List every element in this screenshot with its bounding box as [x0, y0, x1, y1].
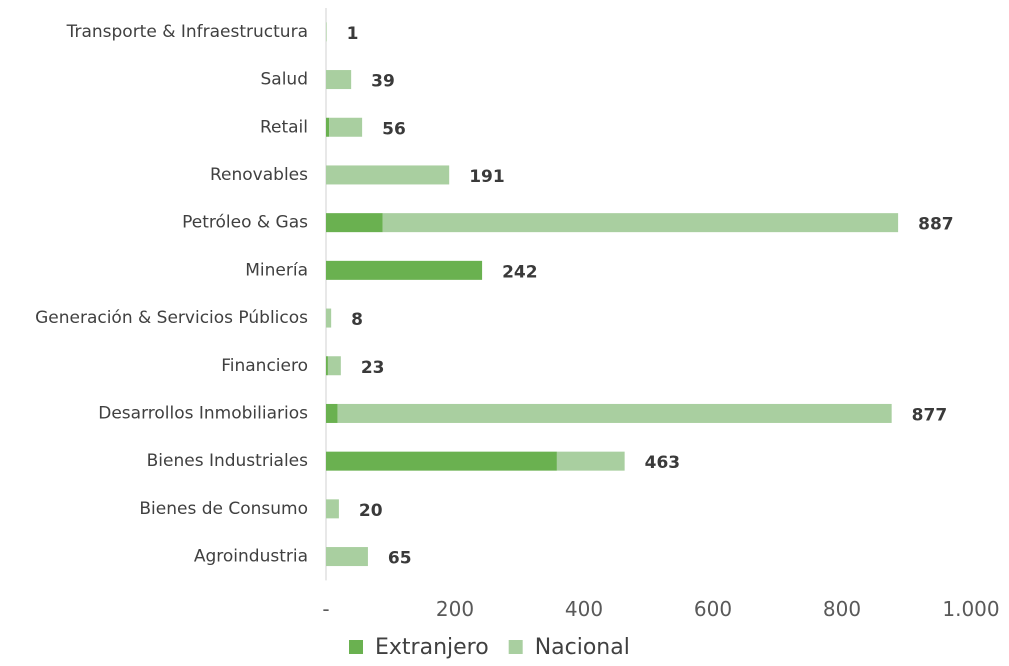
y-tick-label: Financiero: [221, 356, 308, 376]
y-tick-label: Generación & Servicios Públicos: [35, 308, 308, 328]
bar-segment: [329, 117, 363, 137]
total-label: 20: [359, 501, 383, 521]
bar-segment: [326, 213, 383, 233]
total-label: 8: [351, 310, 363, 330]
x-tick-label: 1.000: [942, 597, 999, 621]
bar-segment: [327, 356, 341, 376]
total-label: 23: [361, 358, 385, 378]
y-tick-label: Agroindustria: [194, 547, 308, 567]
total-label: 1: [347, 24, 359, 44]
bar-segment: [326, 70, 352, 90]
y-tick-label: Bienes de Consumo: [139, 499, 308, 519]
bar-segment: [326, 499, 339, 519]
y-tick-label: Transporte & Infraestructura: [66, 22, 308, 42]
total-label: 463: [645, 453, 681, 473]
y-tick-label: Retail: [260, 117, 308, 137]
bar-segment: [326, 165, 450, 185]
total-label: 65: [388, 549, 412, 569]
total-label: 56: [382, 119, 406, 139]
total-label: 191: [469, 167, 505, 187]
total-label: 39: [371, 72, 395, 92]
bar-segment: [326, 451, 557, 471]
bar-segment: [326, 547, 368, 567]
x-tick-label: 800: [823, 597, 861, 621]
bar-segment: [556, 451, 625, 471]
bar-segment: [337, 403, 892, 423]
x-tick-label: 400: [565, 597, 603, 621]
y-tick-label: Minería: [245, 260, 308, 280]
total-label: 887: [918, 215, 954, 235]
bar-segment: [326, 22, 327, 42]
bar-segment: [326, 260, 483, 280]
y-tick-label: Bienes Industriales: [147, 451, 309, 471]
legend-swatch: [349, 640, 363, 654]
legend-swatch: [508, 640, 523, 654]
bar-segment: [326, 308, 332, 328]
x-tick-label: 200: [436, 597, 474, 621]
bar-segment: [326, 403, 338, 423]
y-tick-label: Renovables: [210, 165, 308, 185]
legend-label: Nacional: [535, 635, 630, 660]
y-tick-label: Petróleo & Gas: [182, 213, 308, 233]
bar-segment: [326, 356, 328, 376]
bar-segment: [382, 213, 899, 233]
total-label: 877: [912, 405, 948, 425]
x-tick-label: 600: [694, 597, 732, 621]
legend-label: Extranjero: [375, 635, 489, 660]
y-tick-label: Desarrollos Inmobiliarios: [98, 403, 308, 423]
y-tick-label: Salud: [261, 70, 309, 90]
x-tick-label: -: [322, 597, 329, 621]
bar-segment: [326, 117, 330, 137]
total-label: 242: [502, 262, 537, 282]
